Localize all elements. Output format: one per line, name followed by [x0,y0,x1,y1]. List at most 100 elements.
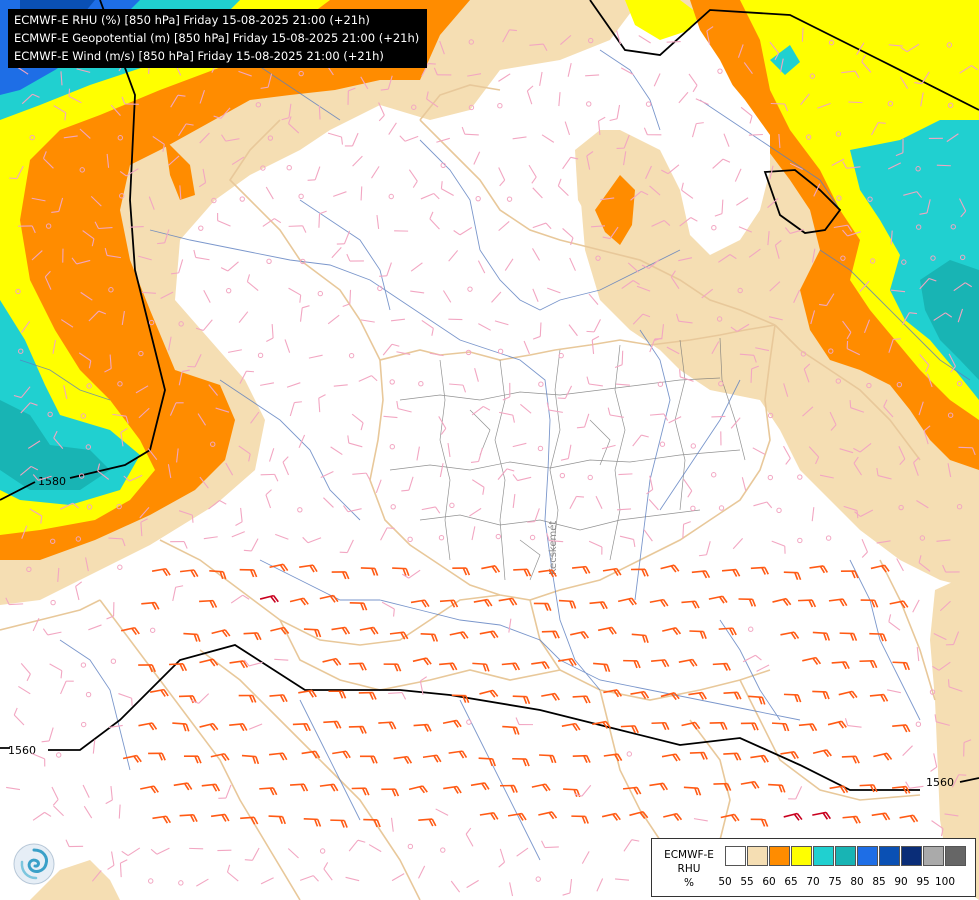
wind-barb [649,338,663,353]
legend-tick-label: 70 [806,876,820,888]
wind-barb [498,167,506,187]
wind-barb [623,659,641,669]
wind-barb [97,463,110,480]
wind-barb [60,71,63,86]
wind-barb [560,34,572,45]
wind-barb [783,812,803,821]
wind-barb [873,752,893,761]
wind-barb [574,784,592,797]
wind-barb [298,689,317,698]
wind-barb [51,786,59,806]
wind-barb [783,445,791,465]
wind-barb [226,864,239,882]
wind-barb [439,599,459,608]
wind-barb [869,693,889,702]
wind-barb [447,443,451,458]
calm-wind-marker [497,348,504,355]
wind-barb [829,411,837,431]
wind-barb [570,630,589,640]
calm-wind-marker [717,68,723,74]
map-title-box: ECMWF-E RHU (%) [850 hPa] Friday 15-08-2… [8,9,428,68]
wind-barb [466,879,479,889]
wind-barb [119,168,139,177]
wind-barb [695,98,709,105]
wind-barb [63,135,78,139]
wind-barb [199,90,205,104]
calm-wind-marker [595,255,601,261]
wind-barb [393,755,413,764]
wind-barb [932,661,951,671]
calm-wind-marker [85,444,92,450]
wind-barb [368,844,382,853]
contour-1580-west [69,0,166,479]
wind-barb [919,278,937,290]
wind-barb [290,783,309,792]
calm-wind-marker [959,254,966,261]
wind-barb [178,510,194,523]
wind-barb [351,787,370,796]
wind-barb [429,211,440,230]
calm-wind-marker [440,847,446,853]
wind-barb [396,351,411,355]
wind-barb [108,537,126,547]
calm-wind-marker [149,627,156,633]
wind-barb [330,446,343,456]
wind-barb [620,67,634,76]
wind-barb [122,754,142,763]
wind-barb [723,752,742,761]
calm-wind-marker [915,166,921,172]
wind-barb [946,133,959,143]
wind-barb [513,568,532,577]
wind-barb [238,445,251,462]
wind-barb [197,413,207,426]
wind-barb [595,495,603,509]
wind-barb [529,43,548,52]
wind-barb [443,785,462,794]
country-borders [0,84,936,900]
calm-wind-marker [198,225,204,231]
calm-wind-marker [748,626,754,632]
wind-barb [597,626,617,635]
wind-barb [478,323,491,331]
wind-barb [918,401,924,416]
wind-barb [243,632,262,641]
wind-barb [660,564,680,573]
wind-barb [916,500,929,509]
wind-barb [538,569,557,578]
wind-barb [392,567,410,577]
wind-barb [630,690,650,700]
wind-barb [381,601,395,617]
wind-barb [198,168,207,188]
wind-barb [898,446,906,466]
calm-wind-marker [716,316,723,322]
wind-barb [169,402,184,416]
wind-barb [9,165,24,180]
wind-barb [453,226,473,236]
humidity-75-northeast [920,260,979,380]
wind-barb [85,557,89,572]
wind-barb [71,257,91,265]
wind-barb [170,541,188,549]
wind-barb [449,383,467,393]
wind-barb [187,354,202,368]
legend-swatch [769,846,790,866]
wind-barb [221,134,240,142]
wind-barb [79,128,91,139]
wind-barb [213,107,231,119]
wind-barb [391,873,405,882]
wind-barb [603,689,623,698]
calm-wind-marker [257,352,264,359]
calm-wind-marker [497,102,503,109]
wind-barb [526,85,534,105]
wind-barb [688,691,707,700]
wind-barb [876,540,891,544]
calm-wind-marker [659,441,666,447]
wind-barb [648,499,659,511]
calm-wind-marker [317,290,324,297]
wind-barb [318,394,326,413]
wind-barb [260,877,274,885]
wind-barb [152,135,165,152]
wind-barb [712,158,731,169]
wind-barb [601,444,616,450]
wind-barb [13,386,31,399]
